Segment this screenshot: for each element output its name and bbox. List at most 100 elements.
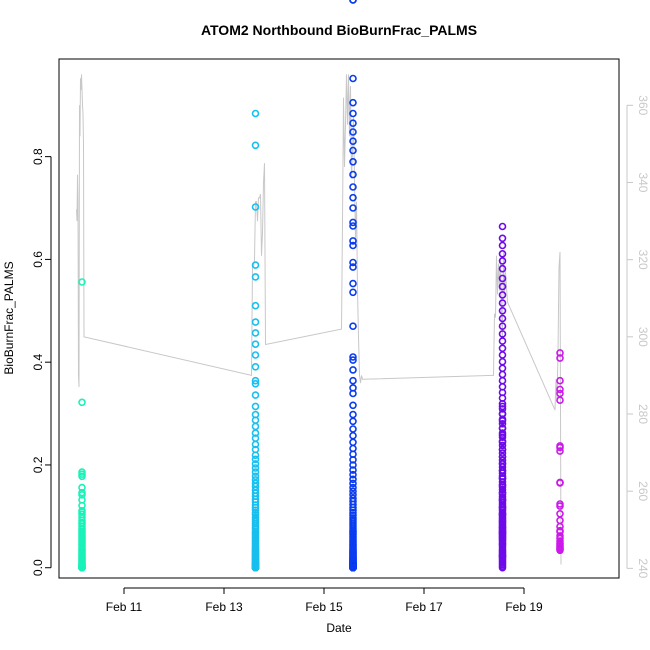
data-point <box>251 351 260 359</box>
data-point <box>349 137 357 145</box>
data-point <box>498 424 507 432</box>
data-point <box>498 481 507 490</box>
data-point <box>498 364 507 373</box>
data-point <box>556 443 564 452</box>
y-tick-label: 0.4 <box>31 354 45 371</box>
data-point <box>556 354 564 362</box>
data-point <box>498 370 507 379</box>
data-point <box>78 563 86 572</box>
data-point <box>349 506 357 515</box>
data-point <box>349 119 357 127</box>
data-point <box>498 337 507 345</box>
data-point <box>349 425 357 433</box>
y-tick-label: 0.0 <box>31 559 45 576</box>
data-point <box>498 306 507 315</box>
data-point <box>498 314 507 323</box>
data-point <box>556 516 564 525</box>
right-tick-label: 340 <box>636 172 650 192</box>
data-point <box>349 193 357 202</box>
data-point <box>498 460 507 468</box>
data-point <box>349 475 357 484</box>
data-point <box>349 503 357 512</box>
right-axis-line-series <box>76 74 562 565</box>
data-point <box>498 264 507 273</box>
data-point <box>251 422 260 431</box>
data-point <box>498 452 507 461</box>
data-point <box>498 241 507 250</box>
data-point <box>251 460 260 468</box>
data-point <box>251 563 260 572</box>
data-point <box>349 263 357 271</box>
data-point <box>349 237 357 245</box>
y-tick-label: 0.8 <box>31 148 45 165</box>
data-point <box>498 291 507 299</box>
x-tick-label: Feb 17 <box>405 600 443 614</box>
x-tick-label: Feb 15 <box>305 600 343 614</box>
data-point <box>498 234 507 243</box>
data-point <box>251 261 260 269</box>
data-point <box>349 431 357 440</box>
x-tick-label: Feb 11 <box>106 600 143 614</box>
right-tick-label: 360 <box>636 95 650 115</box>
data-point <box>349 376 357 385</box>
data-point <box>78 472 86 481</box>
data-point <box>556 396 564 405</box>
x-tick-label: Feb 19 <box>505 600 543 614</box>
data-point <box>556 502 564 510</box>
data-point <box>498 299 507 307</box>
data-point <box>498 399 507 408</box>
data-point <box>251 340 260 349</box>
data-point <box>349 0 357 4</box>
data-point <box>251 379 260 388</box>
data-point <box>349 366 357 374</box>
data-point <box>498 351 507 359</box>
data-point <box>251 464 260 472</box>
data-point <box>498 551 507 560</box>
data-point <box>251 455 260 464</box>
plot-frame <box>58 58 620 579</box>
data-point <box>251 429 260 437</box>
data-point <box>556 376 564 385</box>
data-point <box>349 479 357 488</box>
right-tick-label: 280 <box>636 404 650 424</box>
data-point <box>349 410 357 419</box>
data-point <box>349 353 357 361</box>
y-tick-label: 0.6 <box>31 251 45 268</box>
data-point <box>251 318 260 326</box>
data-point <box>556 509 564 518</box>
data-point <box>498 416 507 425</box>
data-point <box>349 258 357 267</box>
chart-title: ATOM2 Northbound BioBurnFrac_PALMS <box>201 22 477 38</box>
data-point <box>78 398 86 407</box>
data-point <box>349 204 357 212</box>
data-point <box>251 141 260 150</box>
right-tick-label: 260 <box>636 481 650 501</box>
right-tick-label: 320 <box>636 250 650 270</box>
data-point <box>349 74 357 83</box>
data-point <box>498 528 507 537</box>
data-point <box>349 470 357 479</box>
data-point <box>251 468 260 476</box>
y-tick-label: 0.2 <box>31 456 45 473</box>
data-point <box>251 203 260 211</box>
data-point <box>556 447 564 455</box>
data-point <box>556 385 564 394</box>
right-tick-label: 300 <box>636 327 650 347</box>
data-point <box>251 402 260 411</box>
data-point <box>349 487 357 496</box>
data-point <box>498 431 507 439</box>
data-point <box>251 362 260 371</box>
data-point <box>498 510 507 519</box>
data-point <box>498 376 507 385</box>
data-point <box>556 479 564 487</box>
data-point <box>349 466 357 474</box>
data-point <box>498 322 507 331</box>
data-point <box>251 273 260 281</box>
data-point <box>556 546 564 555</box>
data-point <box>498 282 507 291</box>
data-point <box>349 279 357 288</box>
data-point <box>349 401 357 410</box>
data-point <box>498 474 507 483</box>
data-point <box>498 488 507 497</box>
